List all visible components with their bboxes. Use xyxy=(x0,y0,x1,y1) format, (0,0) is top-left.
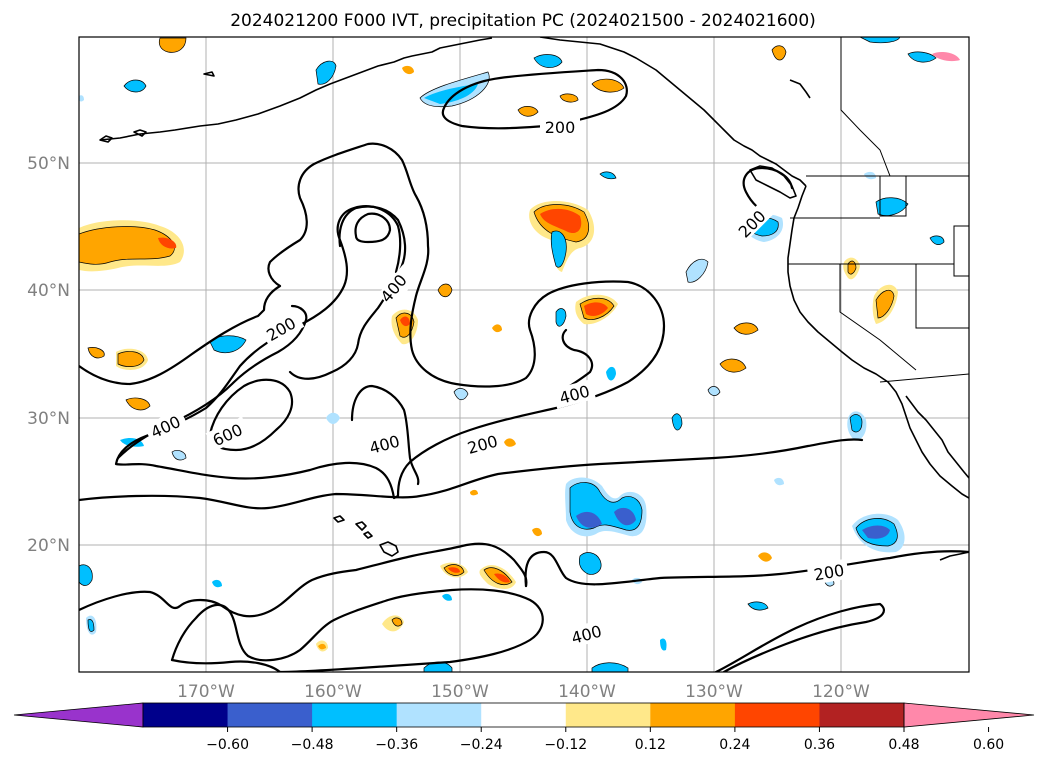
lat-label-20n: 20°N xyxy=(27,536,70,556)
colorbar-segment xyxy=(143,703,229,727)
ivt-contour-200-south-main xyxy=(79,438,864,510)
ivt-contour-400-southeast xyxy=(714,602,885,672)
colorbar-segment xyxy=(565,703,651,727)
figure-title: 2024021200 F000 IVT, precipitation PC (2… xyxy=(230,11,816,31)
clabel-bg xyxy=(143,408,189,444)
lon-label-160w: 160°W xyxy=(304,682,362,702)
small-hawaii-island xyxy=(363,531,373,539)
aleutian-island-2 xyxy=(133,129,147,137)
lon-label-120w: 120°W xyxy=(812,682,870,702)
oahu-island xyxy=(333,515,345,523)
colorbar-segment xyxy=(312,703,398,727)
baja-inner-coast xyxy=(905,395,969,479)
mexico-coast xyxy=(939,551,969,561)
colorbar-tick-label: 0.60 xyxy=(973,737,1004,753)
ivt-contour-600-north xyxy=(354,212,392,244)
bc-alberta-border xyxy=(840,37,891,177)
precip-pc-fills xyxy=(79,37,960,672)
colorbar-segment xyxy=(227,703,313,727)
ca-nv-border xyxy=(839,264,917,371)
aleutian-alaska-coast xyxy=(99,37,493,141)
us-mexico-border xyxy=(879,373,969,383)
clabel-bg xyxy=(377,264,419,308)
ivt-contour-400-c xyxy=(350,384,420,486)
colorbar-segment xyxy=(819,703,905,727)
ivt-contour-200-south-c xyxy=(524,550,969,588)
colorbar-segment xyxy=(481,703,567,727)
colorbar-segment xyxy=(734,703,820,727)
lon-label-130w: 130°W xyxy=(685,682,743,702)
clabel-bg xyxy=(806,558,850,586)
colorbar-segment xyxy=(396,703,482,727)
idaho-border xyxy=(879,176,907,217)
colorbar-extend-low xyxy=(13,702,144,728)
clabel-bg xyxy=(460,429,504,459)
wyoming-border xyxy=(953,225,969,277)
lon-label-140w: 140°W xyxy=(558,682,616,702)
lon-label-170w: 170°W xyxy=(177,682,235,702)
island-3 xyxy=(203,71,215,77)
colorbar-extend-high xyxy=(903,702,1035,728)
gridlines xyxy=(79,37,969,672)
colorbar-segment xyxy=(650,703,736,727)
lon-label-150w: 150°W xyxy=(431,682,489,702)
colorbar-tick-label: −0.24 xyxy=(460,737,503,753)
colorbar-tick-label: −0.60 xyxy=(206,737,249,753)
coastlines xyxy=(99,37,969,561)
colorbar-tick-label: −0.12 xyxy=(544,737,587,753)
lat-label-40n: 40°N xyxy=(27,281,70,301)
lat-label-50n: 50°N xyxy=(27,154,70,174)
map-content: 200 200 200 400 400 400 600 200 400 200 … xyxy=(79,37,969,672)
clabel-bg xyxy=(564,619,608,649)
us-west-coast xyxy=(787,185,969,499)
alaska-bc-coast xyxy=(539,37,807,187)
hawaii-big-island xyxy=(379,541,399,557)
ivt-contour-200-south-b xyxy=(79,542,528,618)
nv-ut-border xyxy=(915,264,969,329)
map-frame xyxy=(78,36,970,673)
clabel-bg xyxy=(540,116,580,136)
clabel-bg xyxy=(205,416,251,452)
lat-label-30n: 30°N xyxy=(27,409,70,429)
borders xyxy=(788,37,969,383)
colorbar-tick-label: 0.36 xyxy=(804,737,835,753)
clabel-bg xyxy=(734,201,774,241)
longitude-labels: 170°W 160°W 150°W 140°W 130°W 120°W xyxy=(177,682,870,702)
ivt-contour-400-d xyxy=(558,328,594,394)
ivt-contour-600-south xyxy=(208,378,294,452)
colorbar-tick-label: 0.24 xyxy=(719,737,750,753)
colorbar-tick-label: −0.36 xyxy=(375,737,418,753)
colorbar: −0.60 −0.48 −0.36 −0.24 −0.12 0.12 0.24 0.36 0.4… xyxy=(13,702,1035,753)
aleutian-island-1 xyxy=(99,135,113,143)
coast-fragment xyxy=(789,79,811,99)
ivt-contours xyxy=(79,68,969,672)
ivt-contour-200-north xyxy=(441,68,628,130)
latitude-labels: 50°N 40°N 30°N 20°N xyxy=(27,154,70,556)
clabel-bg xyxy=(552,379,596,409)
maui-island xyxy=(355,521,367,531)
clabel-bg xyxy=(362,429,406,459)
contour-label: 200 xyxy=(545,118,576,137)
ivt-contour-400-south xyxy=(170,588,544,672)
colorbar-tick-label: 0.12 xyxy=(635,737,666,753)
colorbar-tick-label: 0.48 xyxy=(888,737,919,753)
colorbar-outline xyxy=(142,702,905,728)
colorbar-tick-label: −0.48 xyxy=(291,737,334,753)
clabel-bg xyxy=(259,309,305,347)
ivt-contour-400-south-close xyxy=(170,658,282,672)
